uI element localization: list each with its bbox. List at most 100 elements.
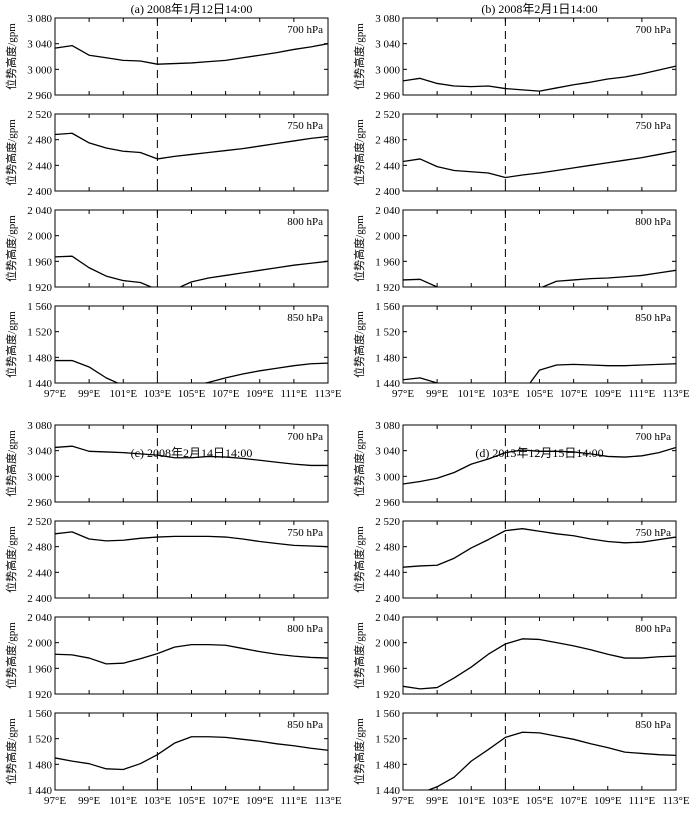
- series-line: [403, 363, 676, 383]
- level-label: 750 hPa: [287, 527, 323, 539]
- chart-d: (d) 2013年12月15日14:00 2 960 3 000 3 040 3 080…: [352, 420, 690, 807]
- y-tick-label: 2 040: [375, 205, 400, 217]
- y-tick-label: 2 000: [27, 638, 52, 650]
- level-label: 750 hPa: [635, 120, 671, 132]
- x-tick-label: 109°E: [594, 795, 622, 807]
- x-tick-label: 103°E: [492, 388, 520, 400]
- y-tick-label: 3 080: [27, 13, 52, 25]
- y-tick-label: 2 400: [375, 186, 400, 198]
- x-tick-label: 111°E: [280, 388, 307, 400]
- y-tick-label: 1 560: [27, 708, 52, 720]
- y-tick-label: 2 040: [27, 205, 52, 217]
- level-label: 800 hPa: [635, 623, 671, 635]
- x-tick-label: 97°E: [392, 795, 414, 807]
- series-line: [403, 65, 676, 92]
- y-axis-label: 位势高度/gpm: [352, 311, 366, 378]
- level-label: 750 hPa: [635, 527, 671, 539]
- y-tick-label: 2 000: [27, 231, 52, 243]
- y-tick-label: 2 520: [375, 516, 400, 528]
- x-tick-label: 103°E: [144, 388, 172, 400]
- panel-3: 1 440 1 480 1 520 1 560 850 hPa 位势高度/gpm 97°E 9…: [4, 708, 342, 807]
- y-axis-label: 位势高度/gpm: [352, 718, 366, 785]
- panel-0: 2 960 3 000 3 040 3 080 700 hPa 位势高度/gpm: [4, 420, 329, 509]
- x-tick-label: 109°E: [246, 388, 274, 400]
- x-tick-label: 107°E: [212, 795, 240, 807]
- x-tick-label: 99°E: [426, 388, 448, 400]
- y-tick-label: 1 960: [27, 256, 52, 268]
- x-tick-label: 97°E: [44, 388, 66, 400]
- level-label: 800 hPa: [287, 623, 323, 635]
- y-tick-label: 1 520: [27, 734, 52, 746]
- chart-title: (a) 2008年1月12日14:00: [131, 2, 253, 16]
- x-tick-label: 109°E: [246, 795, 274, 807]
- series-line: [55, 132, 328, 160]
- panel-0: 2 960 3 000 3 040 3 080 700 hPa 位势高度/gpm: [4, 13, 329, 102]
- x-tick-label: 105°E: [178, 795, 206, 807]
- y-tick-label: 2 440: [375, 160, 400, 172]
- y-axis-label: 位势高度/gpm: [4, 215, 18, 282]
- x-tick-label: 99°E: [426, 795, 448, 807]
- series-line: [55, 643, 328, 665]
- y-tick-label: 1 920: [375, 282, 400, 294]
- y-tick-label: 1 920: [27, 689, 52, 701]
- level-label: 850 hPa: [287, 312, 323, 324]
- y-tick-label: 2 480: [27, 135, 52, 147]
- series-line: [403, 269, 676, 287]
- y-tick-label: 2 400: [27, 186, 52, 198]
- y-tick-label: 1 960: [375, 256, 400, 268]
- x-tick-label: 105°E: [526, 388, 554, 400]
- panel-0: 2 960 3 000 3 040 3 080 700 hPa 位势高度/gpm: [352, 420, 677, 509]
- level-label: 850 hPa: [287, 719, 323, 731]
- x-tick-label: 111°E: [280, 795, 307, 807]
- y-tick-label: 2 960: [27, 90, 52, 102]
- level-label: 800 hPa: [287, 216, 323, 228]
- y-tick-label: 3 040: [375, 39, 400, 51]
- level-label: 850 hPa: [635, 312, 671, 324]
- y-axis-label: 位势高度/gpm: [4, 119, 18, 186]
- y-tick-label: 2 520: [27, 516, 52, 528]
- x-tick-label: 99°E: [78, 795, 100, 807]
- y-axis-label: 位势高度/gpm: [352, 526, 366, 593]
- y-tick-label: 1 440: [27, 378, 52, 390]
- y-tick-label: 2 480: [375, 135, 400, 147]
- y-tick-label: 1 440: [375, 378, 400, 390]
- chart-title: (d) 2013年12月15日14:00: [475, 446, 603, 460]
- y-axis-label: 位势高度/gpm: [352, 23, 366, 90]
- y-tick-label: 1 560: [375, 301, 400, 313]
- y-tick-label: 2 040: [27, 612, 52, 624]
- x-tick-label: 97°E: [44, 795, 66, 807]
- y-tick-label: 2 440: [375, 567, 400, 579]
- y-tick-label: 3 080: [375, 420, 400, 432]
- y-axis-label: 位势高度/gpm: [4, 311, 18, 378]
- x-tick-label: 101°E: [109, 795, 137, 807]
- panel-3: 1 440 1 480 1 520 1 560 850 hPa 位势高度/gpm 97°E 9…: [352, 708, 690, 807]
- y-tick-label: 2 480: [27, 542, 52, 554]
- level-label: 850 hPa: [635, 719, 671, 731]
- y-tick-label: 3 080: [375, 13, 400, 25]
- x-tick-label: 113°E: [662, 388, 689, 400]
- chart-b: (b) 2008年2月1日14:00 2 960 3 000 3 040 3 080 70…: [352, 2, 690, 400]
- x-tick-label: 109°E: [594, 388, 622, 400]
- x-tick-label: 113°E: [314, 388, 341, 400]
- y-axis-label: 位势高度/gpm: [352, 215, 366, 282]
- y-tick-label: 2 960: [27, 497, 52, 509]
- series-line: [55, 736, 328, 771]
- series-line: [426, 731, 676, 790]
- panel-2: 1 920 1 960 2 000 2 040 800 hPa 位势高度/gpm: [4, 612, 329, 701]
- y-tick-label: 3 040: [27, 446, 52, 458]
- y-tick-label: 2 440: [27, 567, 52, 579]
- y-tick-label: 1 560: [375, 708, 400, 720]
- panel-1: 2 400 2 440 2 480 2 520 750 hPa 位势高度/gpm: [352, 516, 677, 605]
- x-tick-label: 97°E: [392, 388, 414, 400]
- x-tick-label: 103°E: [144, 795, 172, 807]
- series-line: [403, 150, 676, 179]
- x-tick-label: 107°E: [560, 388, 588, 400]
- y-tick-label: 1 520: [375, 734, 400, 746]
- y-tick-label: 3 000: [27, 64, 52, 76]
- y-axis-label: 位势高度/gpm: [352, 430, 366, 497]
- y-tick-label: 3 040: [375, 446, 400, 458]
- y-axis-label: 位势高度/gpm: [4, 718, 18, 785]
- y-tick-label: 1 520: [27, 327, 52, 339]
- y-tick-label: 2 400: [27, 593, 52, 605]
